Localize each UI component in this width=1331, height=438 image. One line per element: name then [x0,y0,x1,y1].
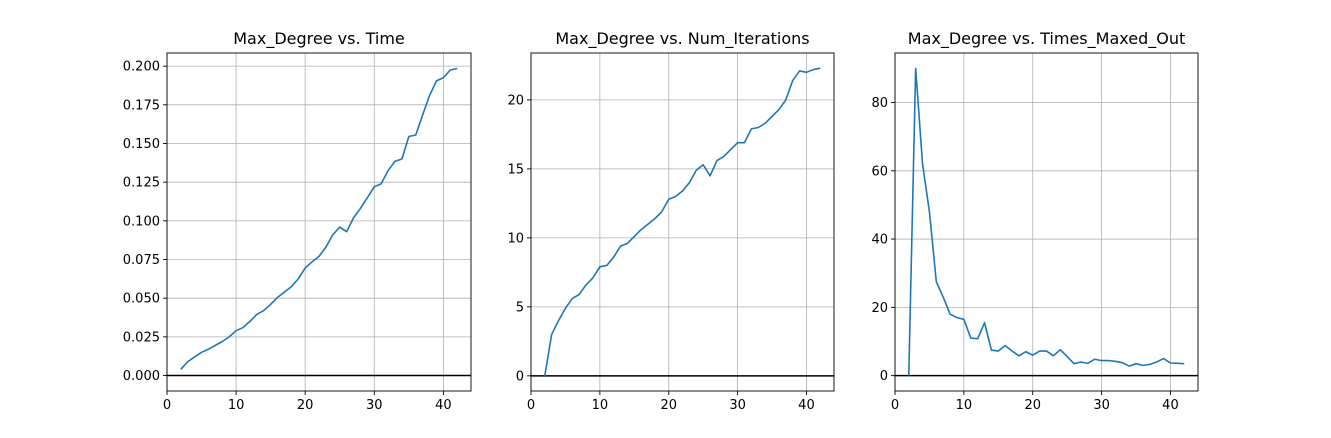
x-tick-label: 40 [798,398,815,413]
y-tick-label: 5 [516,300,524,315]
series-line [543,67,821,376]
y-tick-label: 10 [507,231,524,246]
y-tick-label: 15 [507,162,524,177]
subplot-title: Max_Degree vs. Time [233,29,405,49]
x-tick-label: 20 [660,398,677,413]
y-tick-label: 0.150 [123,137,160,152]
y-tick-label: 0 [880,369,888,384]
subplot-times-maxed-out: Max_Degree vs. Times_Maxed_Out 0 10 20 30 40… [871,29,1199,413]
x-tick-label: 40 [1162,398,1179,413]
y-tick-label: 0.025 [123,330,160,345]
subplot-title: Max_Degree vs. Num_Iterations [555,29,809,49]
y-tick-label: 0.000 [123,369,160,384]
y-tick-label: 40 [871,233,888,248]
y-tick-label: 20 [507,93,524,108]
y-tick-label: 0.100 [123,214,160,229]
y-tick-label: 20 [871,301,888,316]
y-tick-label: 0.050 [123,292,160,307]
series-line [907,67,1185,376]
x-tick-label: 30 [729,398,746,413]
x-tick-label: 20 [297,398,314,413]
y-tick-label: 0.125 [123,176,160,191]
subplot-num-iterations: Max_Degree vs. Num_Iterations 0 10 20 30 40 0… [507,29,835,413]
x-tick-label: 20 [1024,398,1041,413]
axes-frame [894,52,1199,392]
y-tick-label: 80 [871,96,888,111]
y-tick-label: 0.075 [123,253,160,268]
subplot-time: Max_Degree vs. Time 0 10 20 30 40 0.000 0.025 0… [123,29,472,413]
y-tick-label: 0.175 [123,98,160,113]
y-tick-label: 0 [516,369,524,384]
x-tick-label: 0 [527,398,535,413]
y-tick-label: 0.200 [123,60,160,75]
x-tick-label: 40 [435,398,452,413]
x-tick-label: 10 [592,398,609,413]
x-tick-label: 30 [1093,398,1110,413]
axes-frame [166,52,472,392]
y-tick-label: 60 [871,164,888,179]
x-tick-label: 10 [228,398,245,413]
x-tick-label: 30 [366,398,383,413]
axes-frame [530,52,835,392]
subplot-title: Max_Degree vs. Times_Maxed_Out [908,29,1185,49]
x-tick-label: 0 [891,398,899,413]
x-tick-label: 0 [163,398,171,413]
series-line [180,67,458,370]
x-tick-label: 10 [956,398,973,413]
